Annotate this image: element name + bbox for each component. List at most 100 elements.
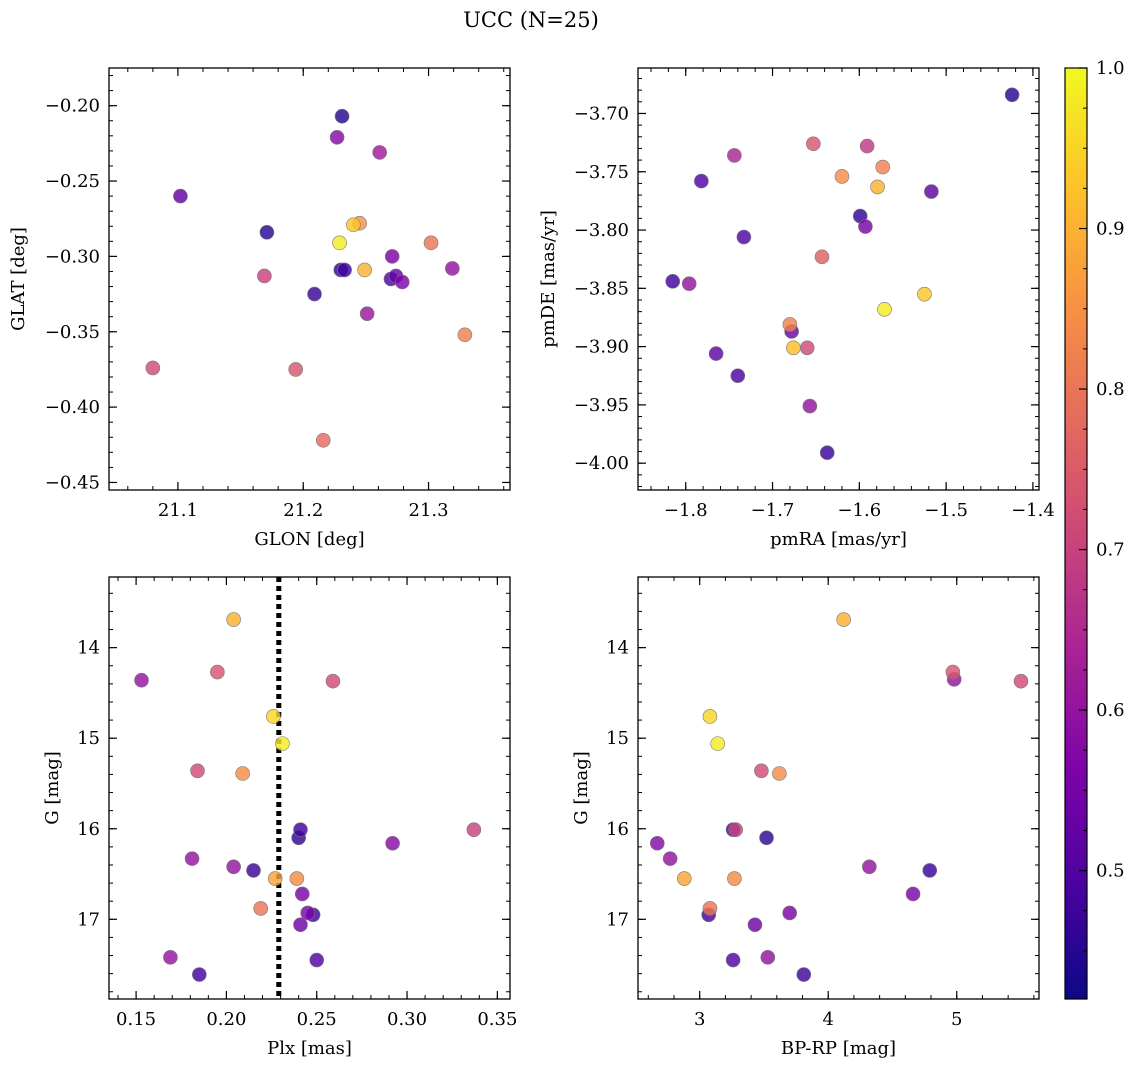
scatter-point [385,835,400,851]
scatter-point [754,763,769,779]
scatter-point [702,709,718,724]
scatter-point [799,340,815,356]
colorbar-gradient [1064,67,1088,1000]
x-tick-label: 0.25 [297,1009,337,1030]
scatter-point [875,159,891,175]
scatter-point [760,950,776,965]
scatter-point [662,851,678,866]
y-tick-label: −0.40 [45,397,100,418]
y-tick-label: 17 [606,909,629,930]
y-axis-label: pmDE [mas/yr] [538,210,559,348]
plot-frame [108,67,511,491]
x-axis-label: BP-RP [mag] [781,1038,896,1059]
colorbar-tick-label: 0.7 [1096,540,1125,561]
scatter-point [819,445,835,460]
scatter-point [357,262,372,278]
y-tick-label: −3.80 [574,220,629,241]
scatter-point [786,340,801,356]
scatter-point [266,709,281,724]
x-axis-label: pmRA [mas/yr] [770,529,907,550]
y-tick-label: −0.20 [45,96,100,117]
scatter-point [226,859,241,875]
x-tick-label: 21.1 [158,500,198,521]
y-axis-label: G [mag] [571,751,592,824]
colorbar: 0.5 0.6 0.7 0.8 0.9 1.0 [1064,58,1125,1000]
scatter-point [359,306,375,321]
colorbar-tick-label: 0.9 [1096,219,1125,240]
y-tick-label: 17 [77,909,100,930]
colorbar-tick-label: 0.5 [1096,861,1125,882]
scatter-point [329,130,345,145]
scatter-point [708,346,724,361]
scatter-point [394,274,410,290]
scatter-point [681,276,697,291]
scatter-point [858,219,873,234]
scatter-point [870,179,885,195]
scatter-point [466,822,482,837]
x-axis-label: Plx [mas] [267,1038,352,1059]
scatter-point [235,766,250,781]
scatter-point [226,612,241,627]
y-tick-label: 14 [77,638,100,659]
panel-2: −1.8 −1.7 −1.6 −1.5 −1.4 −3.70 −3.75 −3.80 −3.85… [538,67,1055,550]
scatter-point [293,822,308,837]
scatter-point [862,859,877,875]
scatter-point [173,188,188,204]
scatter-point [834,169,850,184]
y-tick-label: −0.45 [45,472,100,493]
y-tick-label: 15 [77,728,100,749]
scatter-point [727,871,742,886]
scatter-point [210,664,225,680]
scatter-point [307,286,322,302]
panel-1: 21.1 21.2 21.3 −0.20 −0.25 −0.30 −0.35 −0.40 −0.… [8,67,511,550]
scatter-point [309,952,325,968]
scatter-point [293,917,308,933]
panel-3: 0.15 0.20 0.25 0.30 0.35 14 15 16 17 Plx [mas] G [… [42,576,517,1059]
scatter-point [134,672,149,688]
y-tick-label: 16 [77,819,100,840]
scatter-point [649,835,665,851]
y-tick-label: 16 [606,819,629,840]
x-tick-label: −1.5 [924,500,968,521]
scatter-point [294,886,310,902]
scatter-point [259,224,275,240]
scatter-point [759,830,774,846]
scatter-point [346,217,361,233]
colorbar-tick-label: 0.6 [1096,700,1125,721]
scatter-point [275,736,290,751]
scatter-point [665,274,681,289]
scatter-point [814,249,830,265]
scatter-point [1013,673,1029,689]
x-tick-label: 0.15 [116,1009,156,1030]
x-tick-label: 5 [951,1009,962,1030]
plot-frame [637,67,1040,491]
x-tick-label: 4 [822,1009,833,1030]
scatter-point [337,262,352,278]
scatter-point [859,138,875,154]
colorbar-tick-label: 1.0 [1096,58,1125,79]
scatter-point [736,229,752,245]
y-tick-label: −3.95 [574,395,629,416]
scatter-point [190,763,205,779]
scatter-point [924,184,939,199]
scatter-point [372,145,387,160]
x-tick-label: 3 [694,1009,705,1030]
plot-frame [108,576,511,1000]
panel-4: 3 4 5 14 15 16 17 BP-RP [mag] G [mag] [571,576,1040,1059]
scatter-point [334,108,350,124]
scatter-point [184,851,200,866]
x-tick-label: 0.20 [206,1009,246,1030]
scatter-point [747,917,763,933]
y-tick-label: −3.90 [574,337,629,358]
scatter-point [289,871,305,886]
scatter-point [836,612,851,627]
y-tick-label: −3.75 [574,162,629,183]
scatter-point [300,905,315,921]
x-tick-label: 0.30 [387,1009,427,1030]
scatter-point [730,368,746,384]
scatter-point [253,901,269,916]
panels: 21.1 21.2 21.3 −0.20 −0.25 −0.30 −0.35 −0.40 −0.… [8,67,1055,1059]
x-axis-label: GLON [deg] [254,529,364,550]
scatter-point [917,286,932,302]
scatter-point [782,905,797,921]
